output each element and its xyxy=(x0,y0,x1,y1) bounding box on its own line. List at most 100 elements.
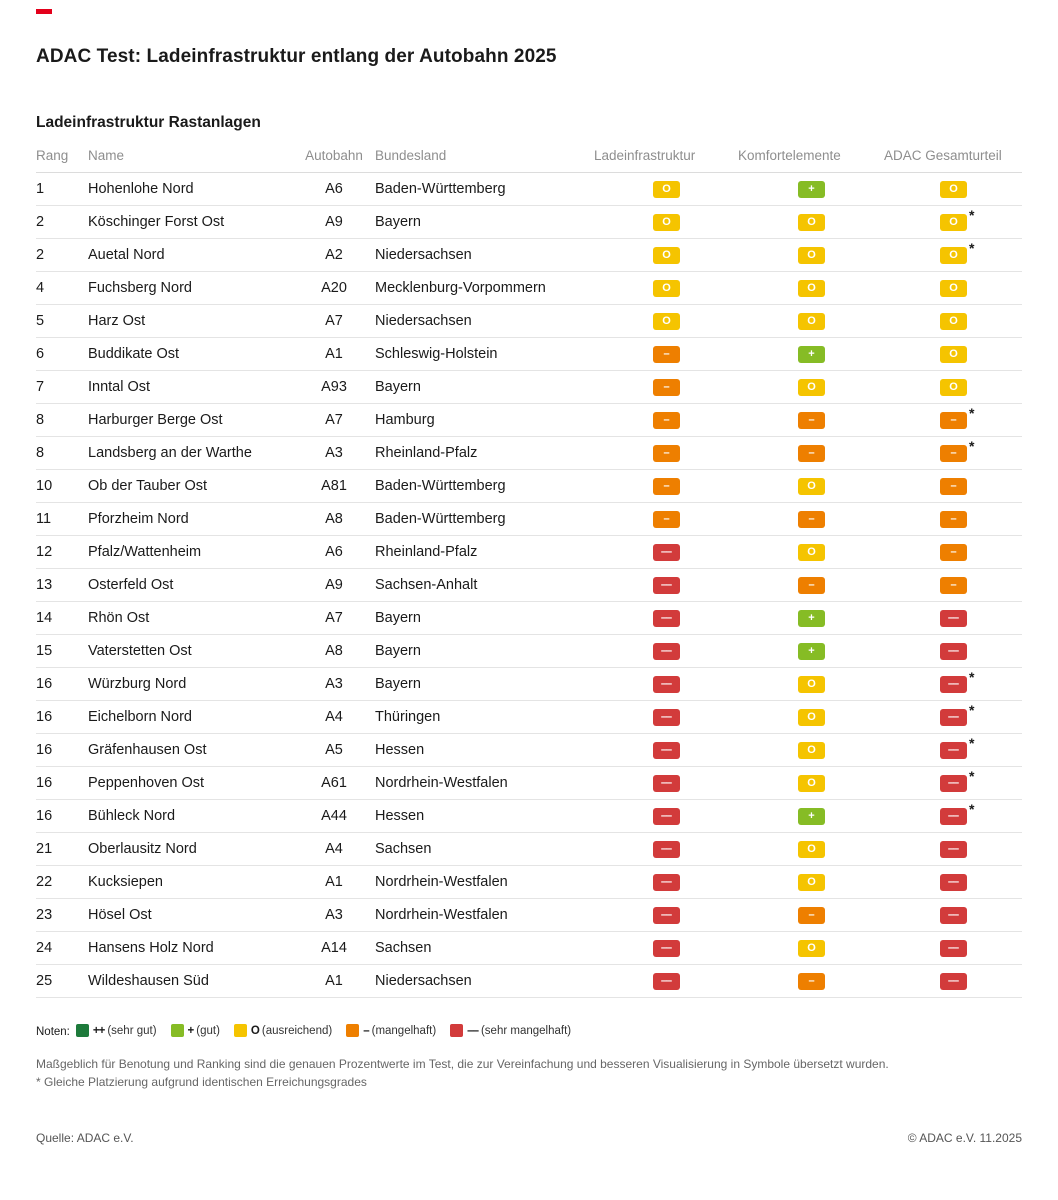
cell-bundesland: Bayern xyxy=(375,610,421,626)
cell-rank: 15 xyxy=(36,643,53,659)
cell-rank: 14 xyxy=(36,610,53,626)
column-header-name: Name xyxy=(88,148,125,163)
rating-badge-wrap: O xyxy=(797,378,825,396)
cell-rank: 10 xyxy=(36,478,53,494)
legend-swatch xyxy=(75,1024,89,1037)
table-row: 11 Pforzheim Nord A8 Baden-Württemberg – – – xyxy=(36,503,1022,536)
table-row: 16 Eichelborn Nord A4 Thüringen –– O –– * xyxy=(36,701,1022,734)
cell-rank: 16 xyxy=(36,676,53,692)
cell-name: Gräfenhausen Ost xyxy=(88,742,207,758)
cell-name: Eichelborn Nord xyxy=(88,709,192,725)
column-header-rank: Rang xyxy=(36,148,69,163)
footnote-asterisk: * Gleiche Platzierung aufgrund identisch… xyxy=(36,1075,367,1089)
legend-swatch xyxy=(450,1024,464,1037)
cell-lade: – xyxy=(594,470,738,503)
cell-name: Inntal Ost xyxy=(88,379,151,395)
cell-name: Oberlausitz Nord xyxy=(88,841,197,857)
rating-badge-wrap: –– xyxy=(652,576,680,594)
rating-badge-wrap: O xyxy=(797,477,825,495)
cell-autobahn: A3 xyxy=(325,445,343,461)
cell-rank: 2 xyxy=(36,247,45,263)
rating-badge: O xyxy=(797,874,825,891)
rating-badge-wrap: O xyxy=(652,246,680,264)
rating-badge-wrap: –– xyxy=(939,642,967,660)
cell-bundesland: Rheinland-Pfalz xyxy=(375,544,478,560)
cell-lade: – xyxy=(594,437,738,470)
rating-badge: + xyxy=(797,610,825,627)
cell-gesamt: O * xyxy=(884,239,1022,272)
cell-rank: 16 xyxy=(36,775,53,791)
cell-lade: O xyxy=(594,239,738,272)
rating-badge-wrap: –– xyxy=(652,741,680,759)
cell-bundesland: Bayern xyxy=(375,643,421,659)
cell-gesamt: – * xyxy=(884,437,1022,470)
rating-badge: –– xyxy=(939,742,967,759)
rating-badge: –– xyxy=(652,709,680,726)
rating-badge-wrap: O * xyxy=(939,240,975,264)
cell-gesamt: –– * xyxy=(884,668,1022,701)
cell-lade: –– xyxy=(594,536,738,569)
rating-badge: + xyxy=(797,181,825,198)
cell-lade: –– xyxy=(594,635,738,668)
rating-badge: –– xyxy=(939,775,967,792)
cell-komfort: + xyxy=(738,602,884,635)
table-row: 1 Hohenlohe Nord A6 Baden-Württemberg O + O xyxy=(36,173,1022,206)
table-row: 14 Rhön Ost A7 Bayern –– + –– xyxy=(36,602,1022,635)
cell-autobahn: A1 xyxy=(325,874,343,890)
cell-rank: 23 xyxy=(36,907,53,923)
rating-badge-wrap: –– xyxy=(939,939,967,957)
rating-badge-wrap: O xyxy=(939,345,967,363)
rating-badge-wrap: + xyxy=(797,345,825,363)
cell-bundesland: Bayern xyxy=(375,214,421,230)
rating-badge-wrap: –– xyxy=(652,609,680,627)
rating-badge-wrap: –– xyxy=(652,675,680,693)
cell-name: Hansens Holz Nord xyxy=(88,940,214,956)
table-row: 12 Pfalz/Wattenheim A6 Rheinland-Pfalz –– O – xyxy=(36,536,1022,569)
rating-badge: – xyxy=(652,478,680,495)
cell-komfort: + xyxy=(738,338,884,371)
cell-autobahn: A20 xyxy=(321,280,347,296)
cell-bundesland: Rheinland-Pfalz xyxy=(375,445,478,461)
rating-badge: O xyxy=(652,313,680,330)
legend-item: + (gut) xyxy=(170,1024,220,1037)
table-row: 21 Oberlausitz Nord A4 Sachsen –– O –– xyxy=(36,833,1022,866)
rating-badge-wrap: O xyxy=(797,840,825,858)
table-row: 7 Inntal Ost A93 Bayern – O O xyxy=(36,371,1022,404)
legend-swatch xyxy=(233,1024,247,1037)
rating-badge-wrap: –– xyxy=(652,906,680,924)
legend-text: (mangelhaft) xyxy=(371,1024,437,1037)
rating-badge-wrap: – xyxy=(652,345,680,363)
cell-komfort: O xyxy=(738,305,884,338)
rating-badge-wrap: O xyxy=(797,312,825,330)
cell-komfort: O xyxy=(738,371,884,404)
cell-gesamt: –– * xyxy=(884,701,1022,734)
rating-badge: O xyxy=(797,709,825,726)
tie-asterisk: * xyxy=(969,207,975,223)
rating-badge-wrap: O xyxy=(652,312,680,330)
cell-bundesland: Nordrhein-Westfalen xyxy=(375,907,508,923)
rating-badge-wrap: O xyxy=(797,741,825,759)
rating-badge: – xyxy=(797,907,825,924)
cell-komfort: O xyxy=(738,536,884,569)
cell-gesamt: O xyxy=(884,173,1022,206)
rating-badge: –– xyxy=(939,907,967,924)
rating-badge: – xyxy=(797,412,825,429)
rating-badge-wrap: –– xyxy=(939,873,967,891)
rating-badge-wrap: –– xyxy=(652,708,680,726)
cell-gesamt: –– xyxy=(884,602,1022,635)
cell-bundesland: Baden-Württemberg xyxy=(375,478,506,494)
cell-name: Fuchsberg Nord xyxy=(88,280,192,296)
rating-badge: – xyxy=(939,577,967,594)
cell-autobahn: A4 xyxy=(325,841,343,857)
legend-item: –– (sehr mangelhaft) xyxy=(450,1024,571,1037)
legend-symbol: O xyxy=(250,1024,260,1037)
rating-badge-wrap: – xyxy=(939,543,967,561)
cell-gesamt: – xyxy=(884,503,1022,536)
cell-name: Kucksiepen xyxy=(88,874,163,890)
cell-autobahn: A3 xyxy=(325,907,343,923)
rating-badge: – xyxy=(939,412,967,429)
cell-bundesland: Bayern xyxy=(375,676,421,692)
cell-bundesland: Baden-Württemberg xyxy=(375,511,506,527)
column-header-lade: Ladeinfrastruktur xyxy=(594,148,696,163)
cell-gesamt: –– xyxy=(884,866,1022,899)
